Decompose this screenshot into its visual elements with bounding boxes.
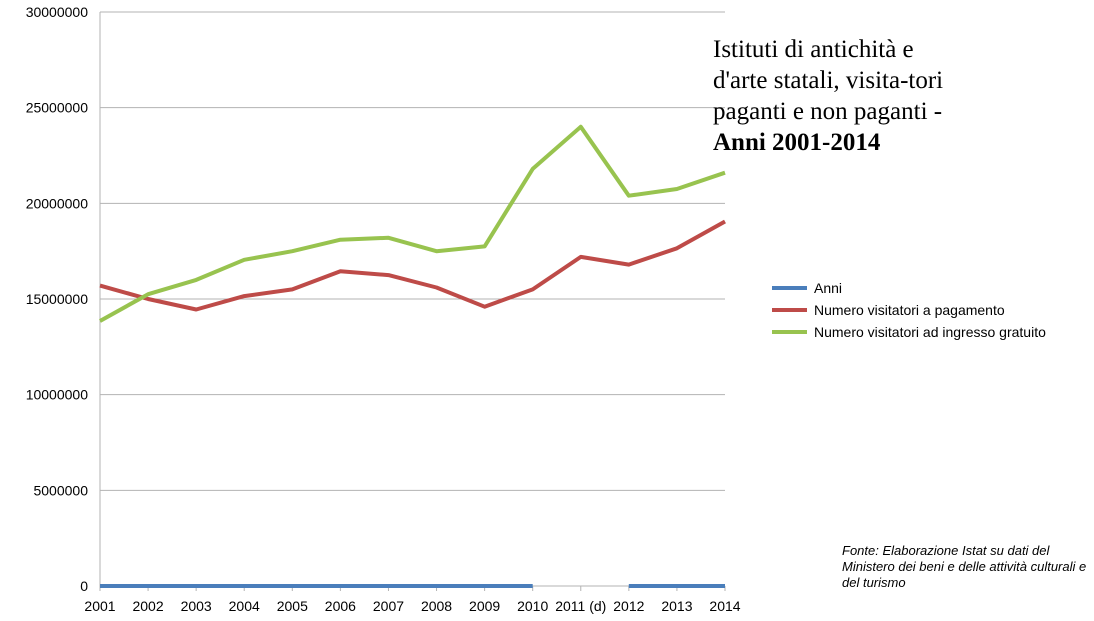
x-tick-label: 2008 bbox=[421, 598, 452, 614]
x-tick-label: 2001 bbox=[84, 598, 115, 614]
x-tick-label: 2004 bbox=[229, 598, 260, 614]
y-tick-label: 20000000 bbox=[26, 195, 89, 211]
x-axis-ticks: 2001 2002 2003 2004 2005 2006 2007 2008 2009 2010… bbox=[84, 598, 740, 614]
x-tick-label: 2003 bbox=[181, 598, 212, 614]
x-tick-label: 2009 bbox=[469, 598, 500, 614]
legend-label: Numero visitatori ad ingresso gratuito bbox=[814, 324, 1046, 340]
x-tick-label: 2007 bbox=[373, 598, 404, 614]
chart-title: Istituti di antichità e d'arte statali, … bbox=[713, 34, 953, 158]
legend: Anni Numero visitatori a pagamento Numero … bbox=[772, 280, 1046, 340]
x-tick-label: 2013 bbox=[661, 598, 692, 614]
y-tick-label: 30000000 bbox=[26, 4, 89, 20]
y-tick-label: 25000000 bbox=[26, 100, 89, 116]
legend-label: Anni bbox=[814, 280, 842, 296]
x-tick-label: 2006 bbox=[325, 598, 356, 614]
x-tick-label: 2011 (d) bbox=[555, 598, 606, 614]
grid-lines bbox=[99, 11, 726, 591]
x-tick-label: 2002 bbox=[132, 598, 163, 614]
y-tick-label: 15000000 bbox=[26, 291, 89, 307]
x-tick-label: 2010 bbox=[517, 598, 548, 614]
chart-title-bold: Anni 2001-2014 bbox=[713, 129, 881, 156]
y-tick-label: 0 bbox=[80, 578, 88, 594]
series-lines bbox=[99, 124, 726, 588]
x-tick-label: 2014 bbox=[709, 598, 740, 614]
y-axis-ticks: 0 5000000 10000000 15000000 20000000 25000000… bbox=[26, 4, 89, 594]
x-tick-label: 2005 bbox=[277, 598, 308, 614]
x-tick-label: 2012 bbox=[613, 598, 644, 614]
series-line-1 bbox=[99, 219, 726, 312]
series-line-2 bbox=[99, 124, 726, 323]
source-note: Fonte: Elaborazione Istat su dati del Mi… bbox=[842, 543, 1087, 590]
legend-label: Numero visitatori a pagamento bbox=[814, 302, 1005, 318]
y-tick-label: 10000000 bbox=[26, 387, 89, 403]
chart-title-main: Istituti di antichità e d'arte statali, … bbox=[713, 36, 944, 125]
y-tick-label: 5000000 bbox=[33, 482, 88, 498]
